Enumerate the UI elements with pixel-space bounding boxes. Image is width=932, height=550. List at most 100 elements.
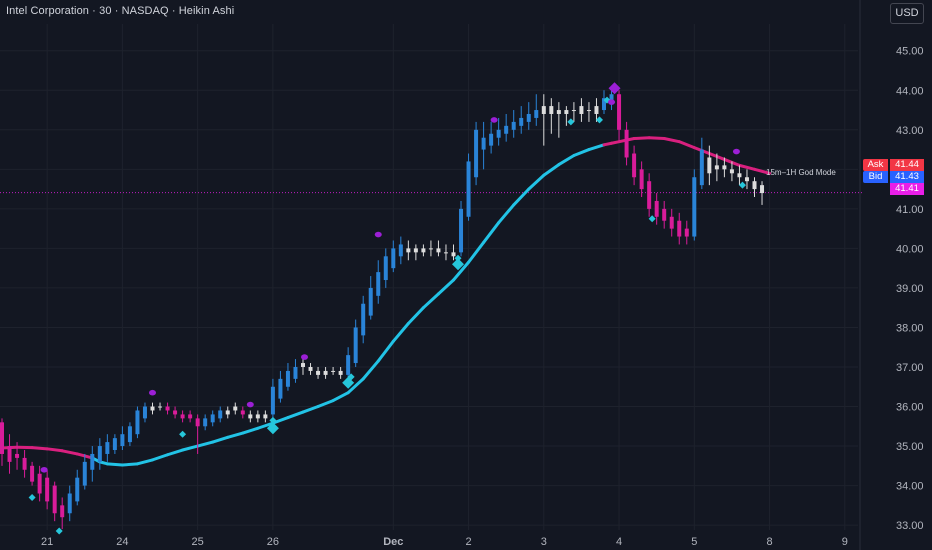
candle-body: [413, 248, 418, 253]
candle-body: [398, 244, 403, 257]
sell-signal-marker: [608, 99, 616, 105]
x-tick-label: 4: [616, 536, 622, 548]
ma-line-segment: [196, 440, 215, 448]
candle-body: [188, 414, 193, 419]
x-tick-label: 9: [842, 536, 848, 548]
candle-body: [142, 406, 147, 419]
candle-body: [466, 161, 471, 217]
candle-body: [203, 418, 208, 427]
candle-body: [52, 485, 57, 514]
candle-body: [248, 414, 253, 419]
candle-body: [451, 252, 456, 257]
ma-line-segment: [316, 399, 335, 409]
candle-body: [210, 414, 215, 423]
candle-body: [293, 366, 298, 379]
last-price-value: 41.41: [890, 183, 924, 195]
candle-body: [391, 248, 396, 269]
ma-line-segment: [467, 240, 486, 264]
y-tick-label: 37.00: [896, 362, 924, 374]
candle-body: [316, 370, 321, 375]
y-tick-label: 41.00: [896, 204, 924, 216]
candle-body: [323, 370, 328, 375]
candle-body: [737, 173, 742, 178]
currency-button[interactable]: USD: [890, 3, 924, 24]
candle-body: [519, 117, 524, 126]
ma-line-segment: [391, 322, 410, 343]
candle-body: [526, 113, 531, 122]
ask-value: 41.44: [890, 159, 924, 171]
candle-body: [504, 125, 509, 134]
candle-body: [609, 94, 614, 103]
ma-line-segment: [271, 416, 290, 425]
ma-line-segment: [632, 136, 651, 141]
candle-body: [0, 422, 4, 454]
buy-signal-marker: [452, 258, 465, 271]
candle-body: [654, 200, 659, 217]
ma-line-segment: [677, 140, 696, 150]
candle-body: [481, 137, 486, 150]
bid-label: Bid: [863, 171, 888, 183]
candle-body: [233, 406, 238, 411]
candle-body: [173, 410, 178, 415]
candle-body: [729, 169, 734, 174]
y-tick-label: 38.00: [896, 322, 924, 334]
candle-body: [677, 220, 682, 237]
ma-line-segment: [105, 462, 124, 467]
sell-signal-marker: [490, 117, 498, 123]
candle-body: [556, 110, 561, 114]
indicator-label: 15m–1H God Mode: [766, 168, 836, 177]
candle-body: [120, 434, 125, 447]
x-tick-label: 25: [192, 536, 204, 548]
candle-body: [127, 426, 132, 443]
buy-signal-marker: [28, 493, 36, 501]
ask-label: Ask: [863, 159, 888, 171]
candle-body: [278, 378, 283, 399]
ma-line-segment: [211, 435, 230, 444]
candle-body: [285, 370, 290, 387]
candle-body: [353, 327, 358, 364]
candle-body: [714, 165, 719, 170]
ma-line-segment: [452, 260, 471, 282]
candle-body: [240, 410, 245, 415]
candle-body: [571, 110, 576, 112]
candle-body: [624, 129, 629, 158]
candle-body: [158, 406, 163, 408]
ma-line-segment: [436, 278, 455, 296]
buy-signal-marker: [269, 416, 277, 424]
candle-body: [707, 157, 712, 174]
candle-body: [496, 129, 501, 138]
candle-body: [105, 442, 110, 454]
x-tick-label: 26: [267, 536, 279, 548]
ma-line-segment: [753, 167, 772, 175]
candle-body: [82, 461, 87, 486]
x-tick-label: 8: [766, 536, 772, 548]
candle-body: [632, 153, 637, 178]
ma-line-segment: [512, 187, 531, 207]
candle-body: [443, 252, 448, 254]
ma-line-segment: [376, 339, 395, 363]
ma-line-segment: [361, 359, 380, 381]
candle-body: [617, 94, 622, 130]
ma-line-segment: [497, 203, 516, 225]
candle-body: [361, 303, 366, 336]
candle-body: [586, 110, 591, 112]
ma-line-segment: [181, 444, 200, 452]
candle-body: [90, 453, 95, 470]
candle-body: [602, 98, 606, 111]
sell-signal-marker: [40, 466, 48, 473]
ma-line-segment: [647, 136, 666, 141]
sell-signal-marker: [374, 231, 382, 238]
candle-body: [647, 181, 652, 209]
x-tick-label: 5: [691, 536, 697, 548]
ma-line-segment: [30, 446, 49, 451]
candle-body: [225, 410, 230, 415]
sell-signal-marker: [246, 401, 254, 408]
ma-line-segment: [527, 173, 546, 191]
candle-body: [579, 106, 584, 114]
x-tick-label: 21: [41, 536, 53, 548]
candle-body: [459, 208, 464, 253]
candle-body: [534, 110, 539, 118]
candle-body: [744, 177, 749, 182]
ma-line-segment: [241, 426, 260, 435]
